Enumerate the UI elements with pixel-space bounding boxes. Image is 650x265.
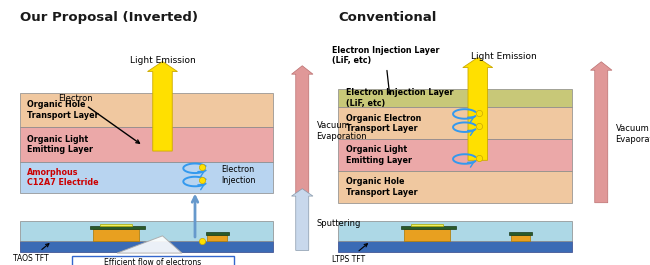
FancyBboxPatch shape xyxy=(20,241,273,252)
Polygon shape xyxy=(117,236,182,253)
Text: Sputtering: Sputtering xyxy=(317,219,361,228)
FancyBboxPatch shape xyxy=(93,229,138,241)
Text: Electron: Electron xyxy=(58,94,140,143)
Text: Organic Electron
Transport Layer: Organic Electron Transport Layer xyxy=(346,113,421,133)
FancyBboxPatch shape xyxy=(20,162,273,193)
FancyBboxPatch shape xyxy=(404,229,450,241)
Text: Vacuum
Evaporation: Vacuum Evaporation xyxy=(317,121,367,141)
Text: Organic Light
Emitting Layer: Organic Light Emitting Layer xyxy=(27,135,94,154)
FancyBboxPatch shape xyxy=(99,224,132,226)
Text: LTPS TFT: LTPS TFT xyxy=(332,244,367,264)
FancyArrow shape xyxy=(148,61,177,151)
FancyArrow shape xyxy=(291,189,313,250)
Text: Amorphous
C12A7 Electride: Amorphous C12A7 Electride xyxy=(27,168,99,187)
Text: Electron Injection Layer
(LiF, etc): Electron Injection Layer (LiF, etc) xyxy=(332,46,439,94)
Text: Electron
Injection: Electron Injection xyxy=(221,165,255,185)
Text: Electron Injection Layer
(LiF, etc): Electron Injection Layer (LiF, etc) xyxy=(346,88,453,108)
Text: Organic Light
Emitting Layer: Organic Light Emitting Layer xyxy=(346,145,412,165)
FancyBboxPatch shape xyxy=(20,93,273,127)
Text: Organic Hole
Transport Layer: Organic Hole Transport Layer xyxy=(27,100,99,120)
FancyBboxPatch shape xyxy=(509,232,532,235)
Text: Conventional: Conventional xyxy=(338,11,436,24)
FancyBboxPatch shape xyxy=(511,235,530,241)
FancyBboxPatch shape xyxy=(338,139,572,171)
FancyBboxPatch shape xyxy=(72,256,234,265)
Text: Vacuum
Evaporation: Vacuum Evaporation xyxy=(616,124,650,144)
Text: TAOS TFT: TAOS TFT xyxy=(13,244,49,263)
Text: Efficient flow of electrons: Efficient flow of electrons xyxy=(104,258,202,265)
FancyBboxPatch shape xyxy=(338,107,572,139)
FancyBboxPatch shape xyxy=(338,89,572,107)
Text: Light Emission: Light Emission xyxy=(471,52,537,61)
FancyBboxPatch shape xyxy=(20,221,273,241)
FancyBboxPatch shape xyxy=(411,224,443,226)
FancyBboxPatch shape xyxy=(401,226,456,229)
FancyBboxPatch shape xyxy=(90,226,145,229)
FancyBboxPatch shape xyxy=(338,241,572,252)
FancyArrow shape xyxy=(591,62,612,203)
Text: Our Proposal (Inverted): Our Proposal (Inverted) xyxy=(20,11,198,24)
Text: Light Emission: Light Emission xyxy=(129,56,196,65)
FancyArrow shape xyxy=(291,66,313,193)
FancyBboxPatch shape xyxy=(205,232,229,235)
FancyArrow shape xyxy=(463,58,493,160)
Text: Organic Hole
Transport Layer: Organic Hole Transport Layer xyxy=(346,177,417,197)
FancyBboxPatch shape xyxy=(338,171,572,203)
FancyBboxPatch shape xyxy=(20,127,273,162)
FancyBboxPatch shape xyxy=(207,235,227,241)
FancyBboxPatch shape xyxy=(338,221,572,241)
